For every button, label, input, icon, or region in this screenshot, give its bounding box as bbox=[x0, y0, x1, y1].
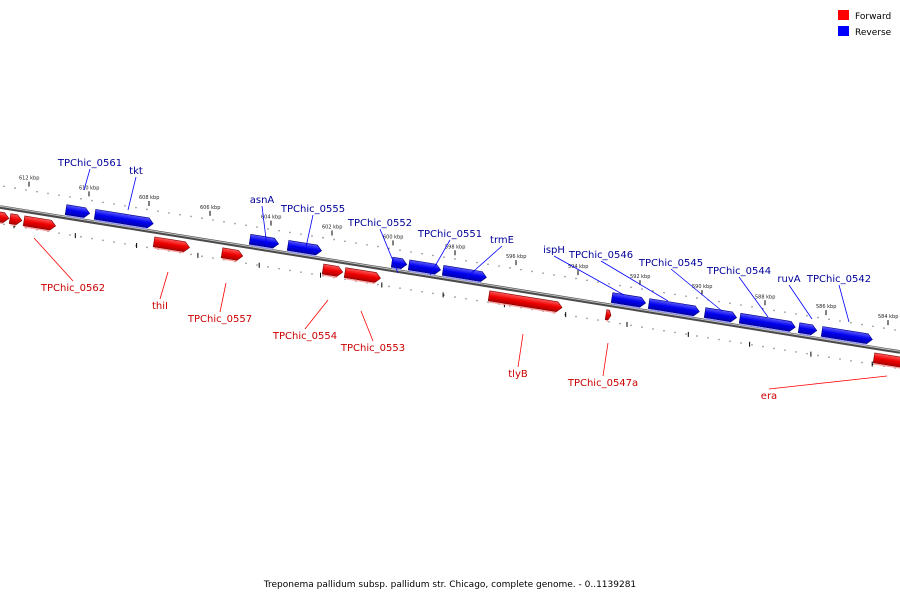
gene-glyph[interactable] bbox=[605, 310, 612, 321]
gene-label: TPChic_0562 bbox=[40, 283, 105, 294]
gene-forward[interactable] bbox=[605, 310, 612, 322]
gene-label: TPChic_0545 bbox=[638, 258, 703, 269]
label-leader-line bbox=[361, 311, 373, 341]
gene-label: TPChic_0551 bbox=[417, 229, 482, 240]
scale-tick-label: 588 kbp bbox=[755, 294, 775, 300]
scale-tick-label: 598 kbp bbox=[445, 244, 465, 250]
gene-forward[interactable] bbox=[153, 237, 190, 254]
gene-label: era bbox=[761, 391, 777, 402]
label-leader-line bbox=[160, 272, 168, 299]
label-leader-line bbox=[603, 343, 608, 376]
scale-tick-label: 612 kbp bbox=[19, 176, 39, 182]
gene-label: TPChic_0557 bbox=[187, 314, 252, 325]
scale-tick-label: 592 kbp bbox=[630, 274, 650, 280]
legend-reverse-label: Reverse bbox=[855, 28, 892, 38]
gene-glyph[interactable] bbox=[9, 214, 22, 226]
gene-forward[interactable] bbox=[344, 268, 381, 285]
gene-label: TPChic_0554 bbox=[272, 331, 337, 342]
reverse-swatch bbox=[838, 26, 849, 36]
gene-glyph[interactable] bbox=[153, 237, 190, 253]
gene-label: TPChic_0546 bbox=[568, 250, 633, 261]
scale-tick-label: 602 kbp bbox=[322, 224, 342, 230]
gene-glyph[interactable] bbox=[344, 268, 381, 284]
scale-tick-label: 606 kbp bbox=[200, 205, 220, 211]
legend-forward-label: Forward bbox=[855, 12, 891, 22]
gene-label: ruvA bbox=[777, 274, 800, 285]
legend: Forward Reverse bbox=[838, 10, 892, 38]
gene-glyph[interactable] bbox=[0, 211, 10, 223]
gene-label: TPChic_0553 bbox=[340, 343, 405, 354]
gene-shadow bbox=[10, 225, 16, 226]
label-leader-line bbox=[769, 376, 887, 389]
gene-label: TPChic_0542 bbox=[806, 274, 871, 285]
forward-swatch bbox=[838, 10, 849, 20]
label-leader-line bbox=[789, 285, 812, 319]
label-leader-line bbox=[34, 238, 73, 281]
scale-tick-label: 608 kbp bbox=[139, 195, 159, 201]
gene-label: tkt bbox=[129, 166, 143, 177]
gene-reverse[interactable] bbox=[391, 257, 408, 270]
gene-label: TPChic_0547a bbox=[567, 378, 638, 389]
label-leader-line bbox=[839, 285, 849, 322]
gene-label: thiI bbox=[152, 301, 168, 312]
scale-tick-label: 586 kbp bbox=[816, 304, 836, 310]
gene-label: TPChic_0544 bbox=[706, 266, 771, 277]
label-leader-line bbox=[220, 283, 226, 312]
genome-caption: Treponema pallidum subsp. pallidum str. … bbox=[263, 580, 636, 590]
gene-reverse[interactable] bbox=[798, 323, 818, 337]
label-leader-line bbox=[554, 256, 624, 295]
gene-forward[interactable] bbox=[23, 216, 56, 232]
gene-label: TPChic_0561 bbox=[57, 158, 122, 169]
gene-label: trmE bbox=[490, 235, 514, 246]
label-leader-line bbox=[306, 215, 313, 247]
gene-forward[interactable] bbox=[873, 353, 900, 370]
gene-label: TPChic_0555 bbox=[280, 204, 345, 215]
gene-label: ispH bbox=[543, 245, 565, 256]
gene-label: asnA bbox=[250, 195, 275, 206]
scale-tick-label: 600 kbp bbox=[383, 234, 403, 240]
label-leader-line bbox=[466, 246, 502, 278]
gene-glyph[interactable] bbox=[23, 216, 56, 231]
gene-forward[interactable] bbox=[9, 214, 23, 227]
label-leader-line bbox=[305, 300, 328, 329]
scale-tick-label: 610 kbp bbox=[79, 185, 99, 191]
gene-forward[interactable] bbox=[0, 211, 10, 224]
scale-tick-label: 584 kbp bbox=[878, 314, 898, 320]
gene-label: tlyB bbox=[508, 369, 528, 380]
gene-label: TPChic_0552 bbox=[347, 218, 412, 229]
label-leader-line bbox=[128, 177, 136, 210]
gene-forward[interactable] bbox=[322, 264, 343, 278]
scale-tick-label: 596 kbp bbox=[506, 254, 526, 260]
label-leader-line bbox=[518, 334, 523, 367]
